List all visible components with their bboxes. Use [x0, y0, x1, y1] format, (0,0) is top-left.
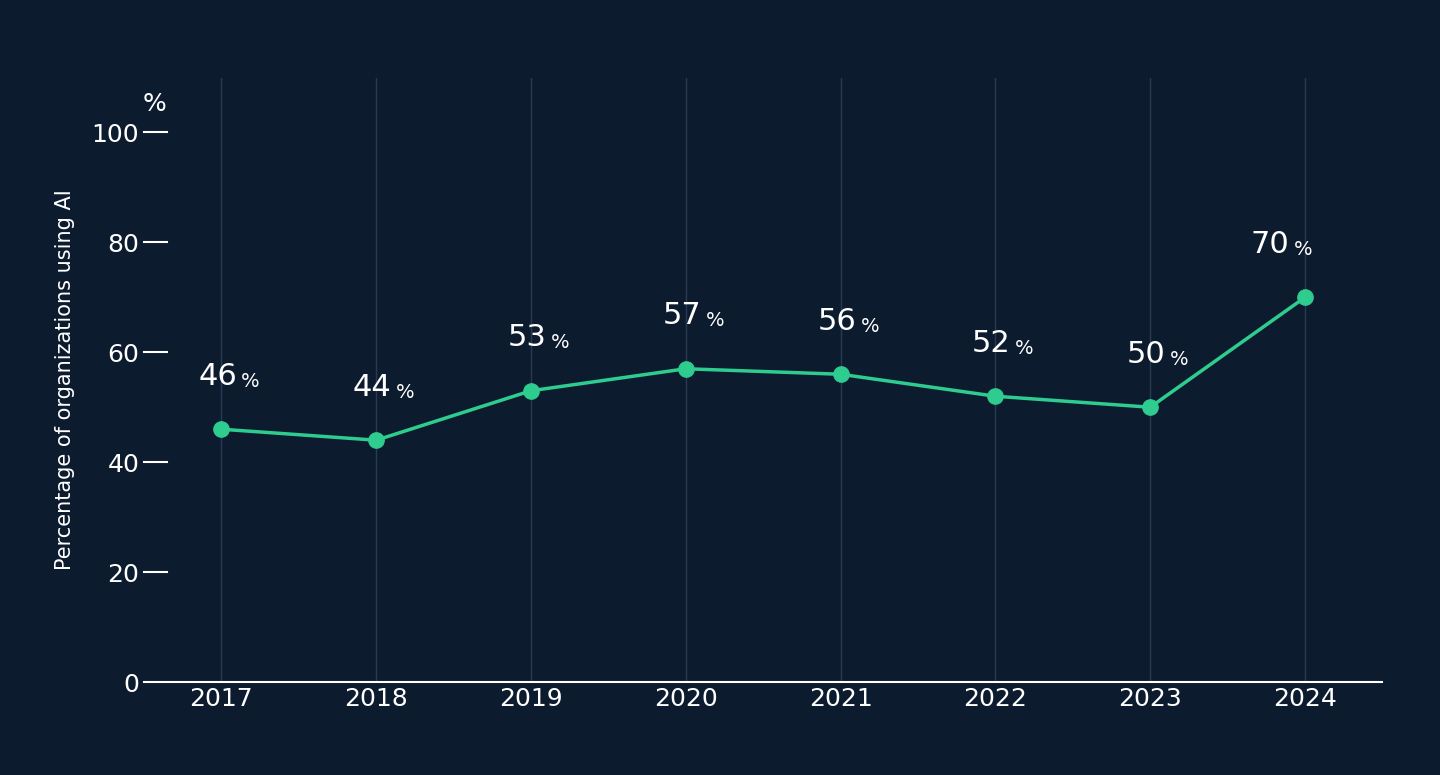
Point — [364, 434, 387, 446]
Text: %: % — [396, 383, 415, 401]
Point — [210, 423, 233, 436]
Point — [1139, 401, 1162, 413]
Point — [984, 390, 1007, 402]
Text: %: % — [860, 317, 878, 336]
Text: 70: 70 — [1251, 230, 1290, 259]
Point — [674, 363, 697, 375]
Text: %: % — [706, 312, 724, 330]
Point — [829, 368, 852, 381]
Text: 53: 53 — [508, 323, 547, 353]
Text: %: % — [1169, 350, 1188, 369]
Text: %: % — [552, 333, 570, 353]
Text: 52: 52 — [972, 329, 1011, 358]
Text: %: % — [143, 92, 167, 116]
Text: 50: 50 — [1128, 339, 1166, 369]
Text: %: % — [1015, 339, 1034, 358]
Point — [520, 384, 543, 397]
Text: %: % — [1293, 239, 1312, 259]
Y-axis label: Percentage of organizations using AI: Percentage of organizations using AI — [55, 189, 75, 570]
Text: %: % — [240, 372, 259, 391]
Text: 44: 44 — [353, 373, 392, 401]
Text: 46: 46 — [199, 362, 238, 391]
Point — [1293, 291, 1316, 304]
Text: 56: 56 — [818, 307, 857, 336]
Text: 57: 57 — [662, 301, 701, 330]
